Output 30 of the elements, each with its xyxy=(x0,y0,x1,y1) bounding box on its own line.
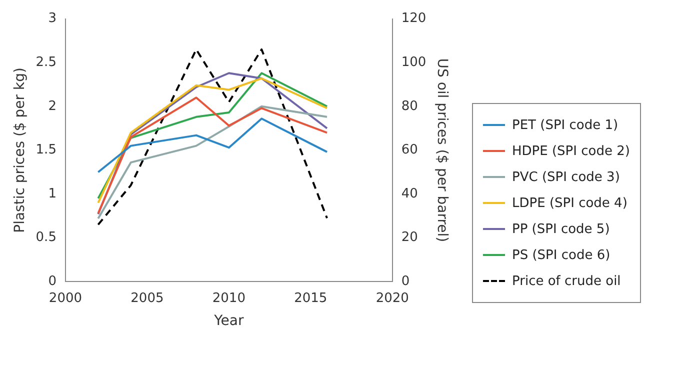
legend-label: PVC (SPI code 3) xyxy=(512,170,620,184)
y-axis-title: Plastic prices ($ per kg) xyxy=(12,68,28,233)
y-tick-label: 0 xyxy=(48,274,56,289)
y2-tick-label: 40 xyxy=(401,186,418,202)
y2-tick-label: 80 xyxy=(401,98,418,114)
legend-label: LDPE (SPI code 4) xyxy=(512,196,628,210)
legend-label: Price of crude oil xyxy=(512,274,621,288)
y-tick-label: 2.5 xyxy=(36,54,56,70)
y2-axis-title: US oil prices ($ per barrel) xyxy=(434,58,450,242)
y2-tick-label: 20 xyxy=(401,230,418,246)
y2-tick-label: 60 xyxy=(401,142,418,158)
legend-label: PP (SPI code 5) xyxy=(512,222,610,236)
x-tick-label: 2010 xyxy=(212,290,246,306)
y2-tick-label: 100 xyxy=(401,54,426,70)
x-tick-label: 2005 xyxy=(130,290,164,306)
legend-label: HDPE (SPI code 2) xyxy=(512,144,630,158)
line-series xyxy=(97,48,328,226)
y-tick-label: 1 xyxy=(48,186,56,202)
y-tick-label: 1.5 xyxy=(36,142,56,158)
y2-tick-label: 0 xyxy=(401,274,410,289)
y2-tick-label: 120 xyxy=(401,11,426,26)
x-tick-label: 2000 xyxy=(48,290,82,306)
x-tick-label: 2015 xyxy=(294,290,328,306)
x-axis-title: Year xyxy=(213,313,244,330)
x-tick-label: 2020 xyxy=(376,290,409,306)
y-tick-label: 3 xyxy=(48,11,56,26)
legend-label: PET (SPI code 1) xyxy=(512,118,618,132)
legend-label: PS (SPI code 6) xyxy=(512,248,610,262)
y-tick-label: 2 xyxy=(48,98,56,114)
y-tick-label: 0.5 xyxy=(36,230,56,246)
